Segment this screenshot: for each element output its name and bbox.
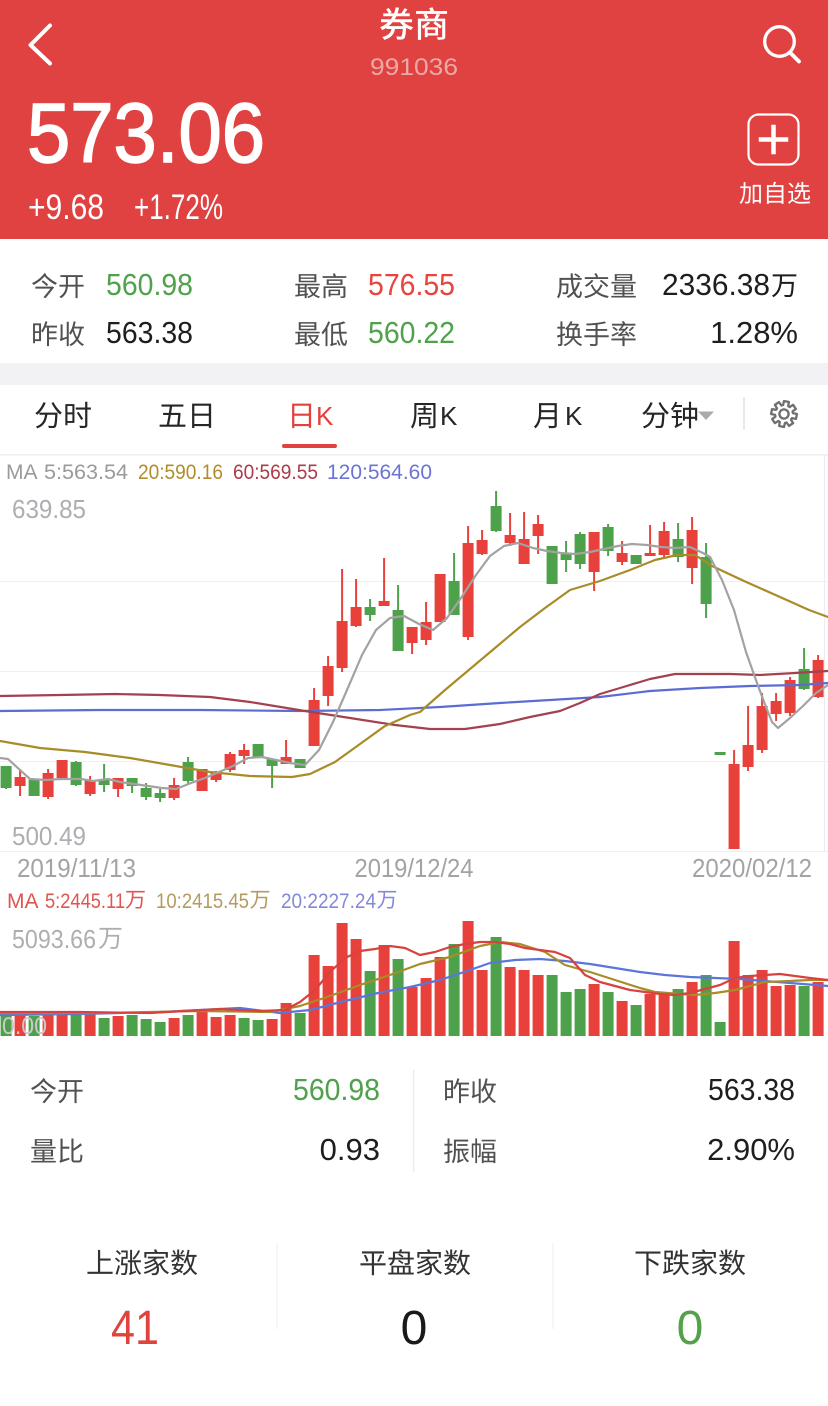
svg-text:5093.66: 5093.66	[12, 924, 96, 954]
svg-text:MA: MA	[6, 461, 38, 484]
svg-text:2.90%: 2.90%	[707, 1132, 795, 1167]
svg-text:60:569.55: 60:569.55	[233, 461, 318, 484]
svg-text:560.98: 560.98	[293, 1072, 380, 1107]
svg-text:+9.68: +9.68	[28, 188, 104, 227]
svg-text:991036: 991036	[370, 54, 458, 81]
svg-text:563.38: 563.38	[106, 315, 193, 350]
svg-text:560.22: 560.22	[368, 315, 455, 350]
svg-text:41: 41	[111, 1302, 159, 1355]
svg-text:5:2445.11: 5:2445.11	[45, 890, 125, 913]
svg-text:2336.38: 2336.38	[662, 267, 770, 302]
svg-text:560.98: 560.98	[106, 267, 193, 302]
svg-text:K: K	[565, 401, 583, 431]
svg-text:MA: MA	[7, 890, 39, 913]
svg-text:K: K	[440, 401, 458, 431]
svg-text:20:2227.24: 20:2227.24	[281, 890, 376, 913]
svg-text:639.85: 639.85	[12, 494, 86, 524]
svg-text:+1.72%: +1.72%	[134, 188, 223, 227]
svg-text:2020/02/12: 2020/02/12	[692, 853, 812, 883]
svg-text:0.00: 0.00	[2, 1013, 47, 1040]
svg-text:10:2415.45: 10:2415.45	[156, 890, 249, 913]
svg-text:5:563.54: 5:563.54	[44, 461, 128, 484]
svg-text:576.55: 576.55	[368, 267, 455, 302]
svg-text:0: 0	[401, 1302, 428, 1355]
svg-text:20:590.16: 20:590.16	[138, 461, 223, 484]
svg-text:120:564.60: 120:564.60	[327, 461, 432, 484]
svg-text:573.06: 573.06	[27, 86, 265, 180]
svg-text:0: 0	[677, 1302, 704, 1355]
svg-text:2019/11/13: 2019/11/13	[17, 853, 136, 883]
svg-text:K: K	[316, 401, 334, 431]
svg-text:500.49: 500.49	[12, 821, 86, 851]
svg-text:0.93: 0.93	[320, 1132, 380, 1167]
svg-text:2019/12/24: 2019/12/24	[355, 853, 474, 883]
svg-text:563.38: 563.38	[708, 1072, 795, 1107]
svg-text:1.28%: 1.28%	[710, 315, 798, 350]
